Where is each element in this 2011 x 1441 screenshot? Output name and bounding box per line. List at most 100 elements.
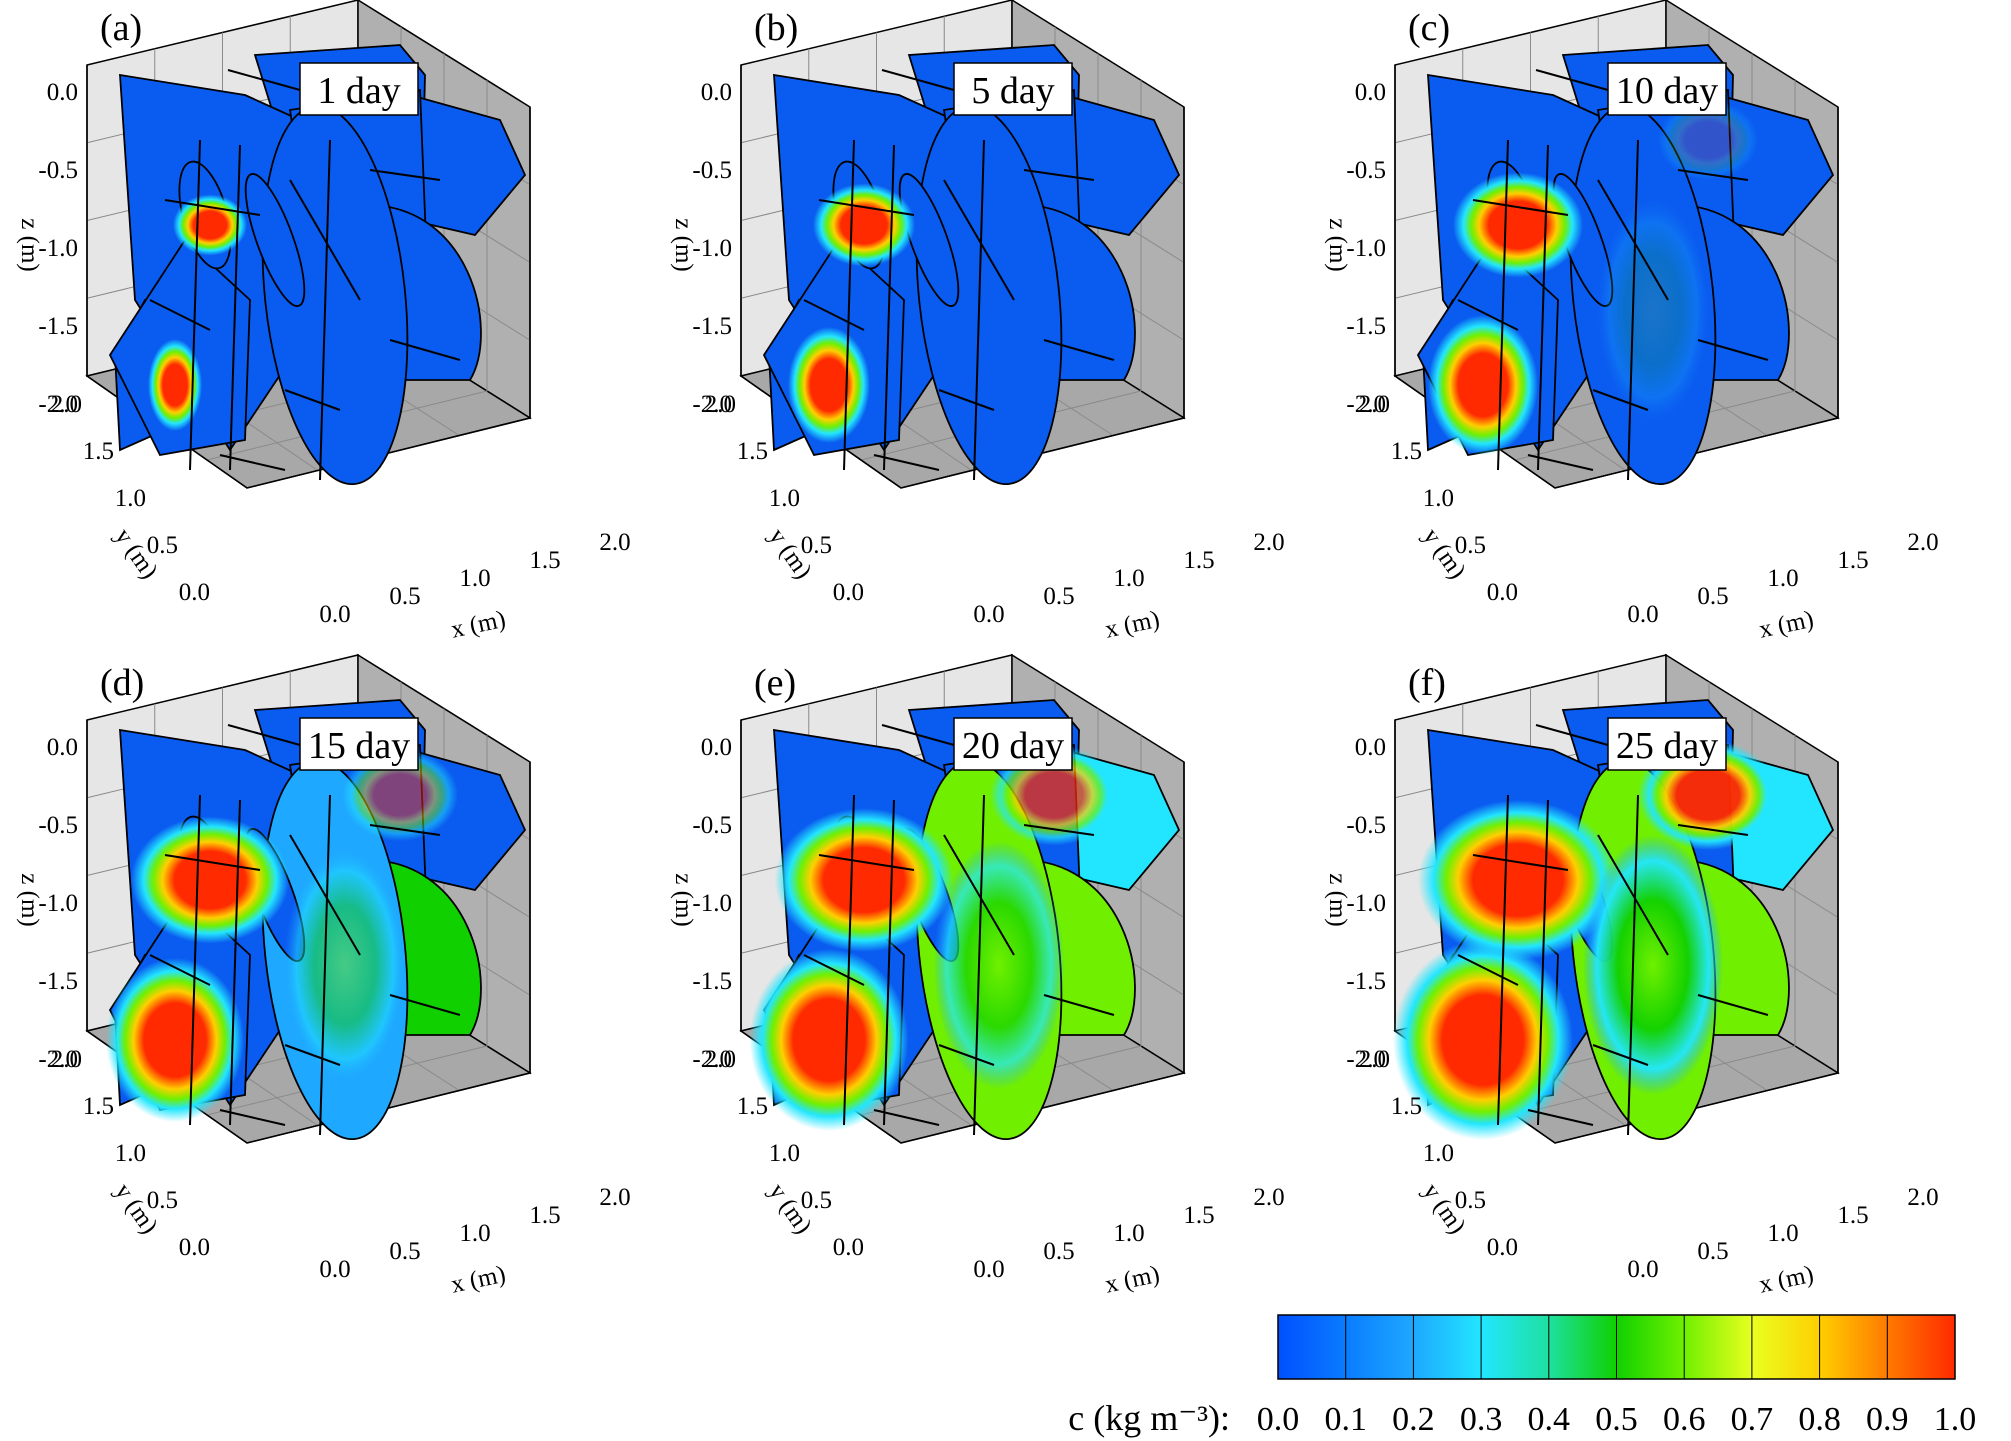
- trace-line: [189, 794, 201, 1126]
- trace-line: [1023, 169, 1095, 181]
- trace-line: [873, 454, 940, 471]
- trace-line: [227, 69, 301, 91]
- trace-line: [149, 954, 211, 986]
- time-label-box: [953, 717, 1073, 771]
- y-tick-label: 0.0: [179, 579, 210, 606]
- colorbar-ticks: 0.0 0.1 0.2 0.3 0.4 0.5 0.6 0.7 0.8 0.9 1.0: [1257, 1401, 1977, 1438]
- trace-line: [389, 339, 461, 361]
- trace-line: [1677, 169, 1749, 181]
- x-tick-label: 1.0: [459, 1220, 490, 1247]
- trace-line: [319, 139, 331, 481]
- x-tick-label: 2.0: [1253, 529, 1284, 556]
- z-axis-label: z (m): [670, 873, 697, 926]
- z-axis-label: z (m): [1324, 218, 1351, 271]
- x-axis-label: x (m): [449, 1261, 508, 1299]
- trace-line: [1597, 834, 1669, 956]
- panel-letter: (b): [754, 7, 798, 49]
- plume-lower: [788, 327, 870, 443]
- x-tick-label: 0.0: [1627, 1256, 1658, 1283]
- fracture-traces: [803, 724, 1115, 1136]
- trace-line: [938, 389, 995, 411]
- z-tick-label: -0.5: [692, 157, 732, 184]
- y-tick-label: 0.5: [801, 1187, 832, 1214]
- trace-line: [943, 179, 1015, 301]
- trace-line: [284, 1044, 341, 1066]
- z-tick-label: -0.5: [1346, 157, 1386, 184]
- trace-line: [1472, 199, 1569, 216]
- z-tick-label: -1.0: [692, 235, 732, 262]
- z-tick-label: 0.0: [47, 79, 78, 106]
- trace-line: [1023, 824, 1095, 836]
- concentration-plume: [1428, 100, 1758, 455]
- z-tick-label: -0.5: [692, 812, 732, 839]
- fracture-traces: [1457, 69, 1769, 481]
- z-axis-label: z (m): [16, 218, 43, 271]
- x-tick-label: 1.5: [1837, 1202, 1868, 1229]
- z-tick-label: 0.0: [1355, 734, 1386, 761]
- time-label-box: [1607, 62, 1727, 116]
- colorbar-tick-label: 0.1: [1324, 1401, 1367, 1438]
- time-label: 5 day: [971, 70, 1054, 112]
- concentration-plume: [106, 749, 458, 1122]
- fracture-lens: [244, 173, 306, 307]
- trace-line: [883, 799, 895, 1126]
- trace-line: [818, 199, 915, 216]
- trace-line: [1457, 954, 1519, 986]
- y-tick-label: 1.5: [737, 438, 768, 465]
- z-tick-label: 0.0: [701, 79, 732, 106]
- fracture-traces: [1457, 724, 1769, 1136]
- trace-line: [369, 169, 441, 181]
- trace-line: [1592, 1044, 1649, 1066]
- y-tick-label: 2.0: [51, 1046, 82, 1073]
- y-tick-label: 0.5: [1455, 1187, 1486, 1214]
- colorbar-tick-label: 0.8: [1798, 1401, 1841, 1438]
- trace-line: [973, 139, 985, 481]
- z-tick-label: -1.5: [38, 313, 78, 340]
- time-label: 25 day: [1616, 725, 1718, 767]
- z-tick-label: -2.0: [1346, 1046, 1386, 1073]
- z-tick-label: -1.5: [1346, 313, 1386, 340]
- trace-line: [1472, 854, 1569, 871]
- time-label: 20 day: [962, 725, 1064, 767]
- time-label: 15 day: [308, 725, 410, 767]
- y-tick-label: 2.0: [1359, 391, 1390, 418]
- x-tick-label: 0.0: [319, 1256, 350, 1283]
- x-tick-label: 0.5: [389, 583, 420, 610]
- x-tick-label: 0.5: [1697, 583, 1728, 610]
- y-tick-label: 0.5: [147, 532, 178, 559]
- trace-line: [843, 794, 855, 1126]
- plume-lower: [749, 949, 909, 1131]
- z-tick-label: -1.0: [692, 890, 732, 917]
- x-axis-label: x (m): [449, 606, 508, 644]
- trace-line: [1537, 799, 1549, 1126]
- x-tick-label: 0.0: [973, 1256, 1004, 1283]
- x-tick-label: 1.0: [1767, 1220, 1798, 1247]
- z-tick-label: -1.5: [38, 968, 78, 995]
- trace-line: [319, 794, 331, 1136]
- fracture-traces: [803, 69, 1115, 481]
- y-tick-label: 0.0: [179, 1234, 210, 1261]
- x-tick-label: 0.5: [1697, 1238, 1728, 1265]
- time-label-box: [953, 62, 1073, 116]
- z-tick-label: -1.0: [38, 890, 78, 917]
- plume-center: [284, 847, 406, 1083]
- plume-upper: [131, 816, 289, 944]
- z-tick-label: -1.0: [1346, 235, 1386, 262]
- plume-center: [1583, 835, 1723, 1095]
- time-label: 1 day: [317, 70, 400, 112]
- x-axis-label: x (m): [1757, 606, 1816, 644]
- time-label-box: [1607, 717, 1727, 771]
- z-tick-label: -2.0: [38, 391, 78, 418]
- trace-line: [1497, 794, 1509, 1126]
- y-tick-label: 1.5: [737, 1093, 768, 1120]
- box-outline: [740, 65, 1185, 489]
- y-tick-label: 0.5: [147, 1187, 178, 1214]
- fracture-traces: [149, 724, 461, 1136]
- y-tick-label: 2.0: [1359, 1046, 1390, 1073]
